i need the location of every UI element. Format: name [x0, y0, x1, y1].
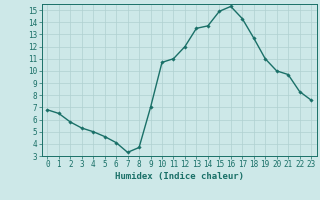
X-axis label: Humidex (Indice chaleur): Humidex (Indice chaleur)	[115, 172, 244, 181]
